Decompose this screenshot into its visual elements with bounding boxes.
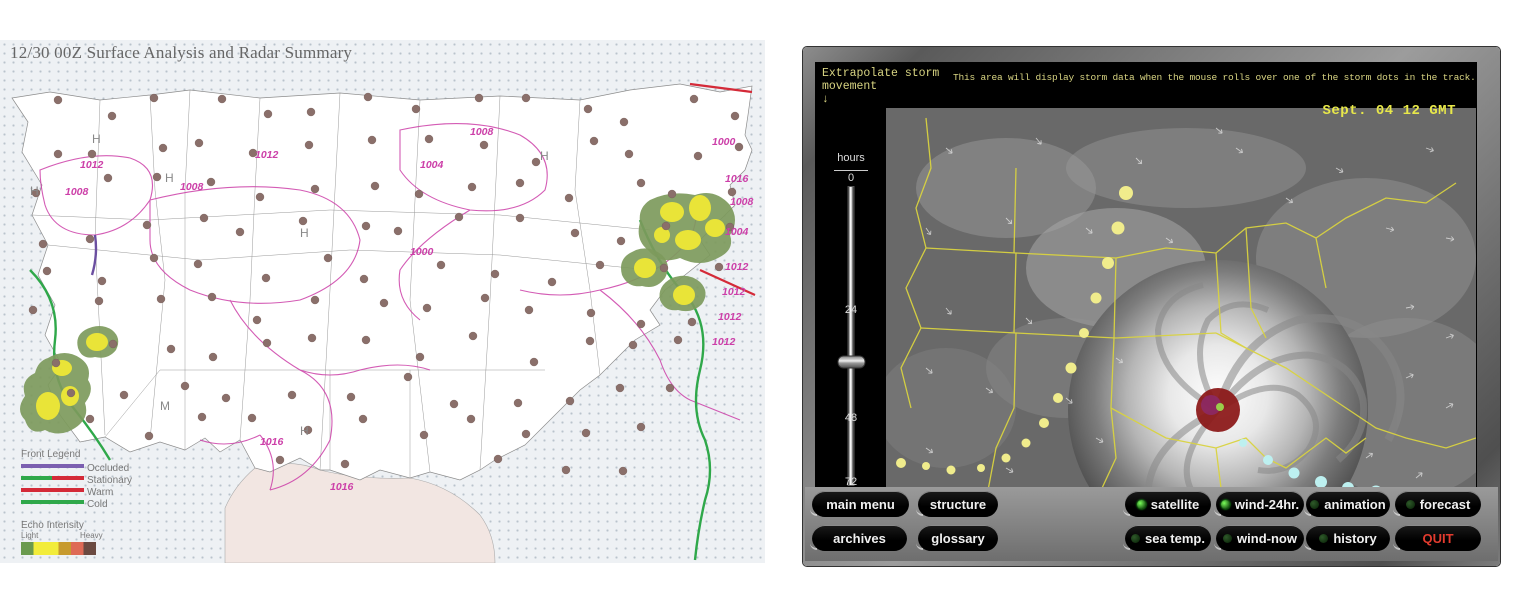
svg-text:H: H xyxy=(165,171,174,185)
svg-text:Stationary: Stationary xyxy=(87,475,132,486)
svg-text:Front Legend: Front Legend xyxy=(21,449,81,460)
svg-text:1016: 1016 xyxy=(260,436,284,448)
svg-text:1012: 1012 xyxy=(255,149,279,161)
svg-text:1012: 1012 xyxy=(725,261,749,273)
svg-text:1016: 1016 xyxy=(725,173,749,185)
svg-text:1008: 1008 xyxy=(470,126,494,138)
svg-text:H: H xyxy=(92,132,101,146)
svg-text:Occluded: Occluded xyxy=(87,463,129,474)
svg-text:Heavy: Heavy xyxy=(80,531,103,540)
svg-text:Cold: Cold xyxy=(87,499,108,510)
svg-text:H: H xyxy=(540,149,549,163)
svg-text:1012: 1012 xyxy=(80,159,104,171)
svg-text:1008: 1008 xyxy=(65,186,89,198)
svg-text:1008: 1008 xyxy=(730,196,754,208)
svg-text:Warm: Warm xyxy=(87,487,113,498)
svg-text:1004: 1004 xyxy=(420,159,444,171)
svg-text:1016: 1016 xyxy=(330,481,354,493)
svg-text:H: H xyxy=(300,424,309,438)
svg-text:H: H xyxy=(300,226,309,240)
svg-text:Echo Intensity: Echo Intensity xyxy=(21,520,84,531)
svg-text:1008: 1008 xyxy=(180,181,204,193)
svg-text:1000: 1000 xyxy=(712,136,736,148)
svg-text:1012: 1012 xyxy=(718,311,742,323)
svg-text:1012: 1012 xyxy=(722,286,746,298)
svg-text:1000: 1000 xyxy=(410,246,434,258)
svg-text:H: H xyxy=(30,184,39,198)
svg-text:1012: 1012 xyxy=(712,336,736,348)
svg-text:Light: Light xyxy=(21,531,39,540)
svg-text:1004: 1004 xyxy=(725,226,749,238)
svg-text:M: M xyxy=(160,399,170,413)
